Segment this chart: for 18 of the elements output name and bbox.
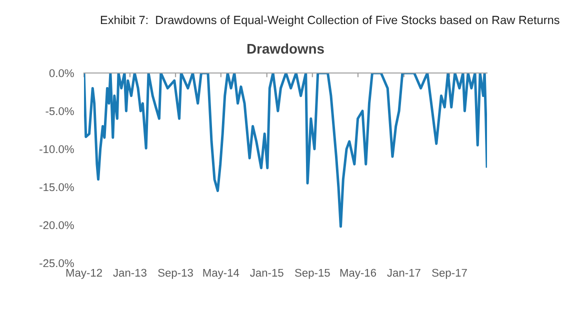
- y-tick-label: 0.0%: [49, 69, 74, 78]
- y-tick-label: -15.0%: [40, 183, 74, 192]
- y-tick-label: -20.0%: [40, 221, 74, 230]
- line-series: [84, 73, 487, 228]
- chart-title: Exhibit 7: Drawdowns of Equal-Weight Collection of Five Stocks based on Raw Returns: [100, 16, 560, 26]
- x-tick-label: May-12: [66, 268, 102, 279]
- x-tick-label: Sep-13: [158, 268, 193, 279]
- x-tick-label: Sep-17: [432, 268, 467, 279]
- x-tick-label: May-14: [203, 268, 240, 279]
- y-tick-label: -25.0%: [40, 259, 74, 268]
- x-tick-label: Jan-13: [113, 268, 146, 277]
- x-tick-label: Jan-17: [387, 268, 420, 277]
- chart-subtitle: Drawdowns: [247, 44, 324, 54]
- y-tick-label: -10.0%: [40, 145, 74, 154]
- x-tick-label: May-16: [340, 268, 376, 279]
- y-tick-label: -5.0%: [46, 107, 74, 116]
- x-tick-label: Jan-15: [250, 268, 284, 277]
- x-tick-label: Sep-15: [295, 268, 330, 279]
